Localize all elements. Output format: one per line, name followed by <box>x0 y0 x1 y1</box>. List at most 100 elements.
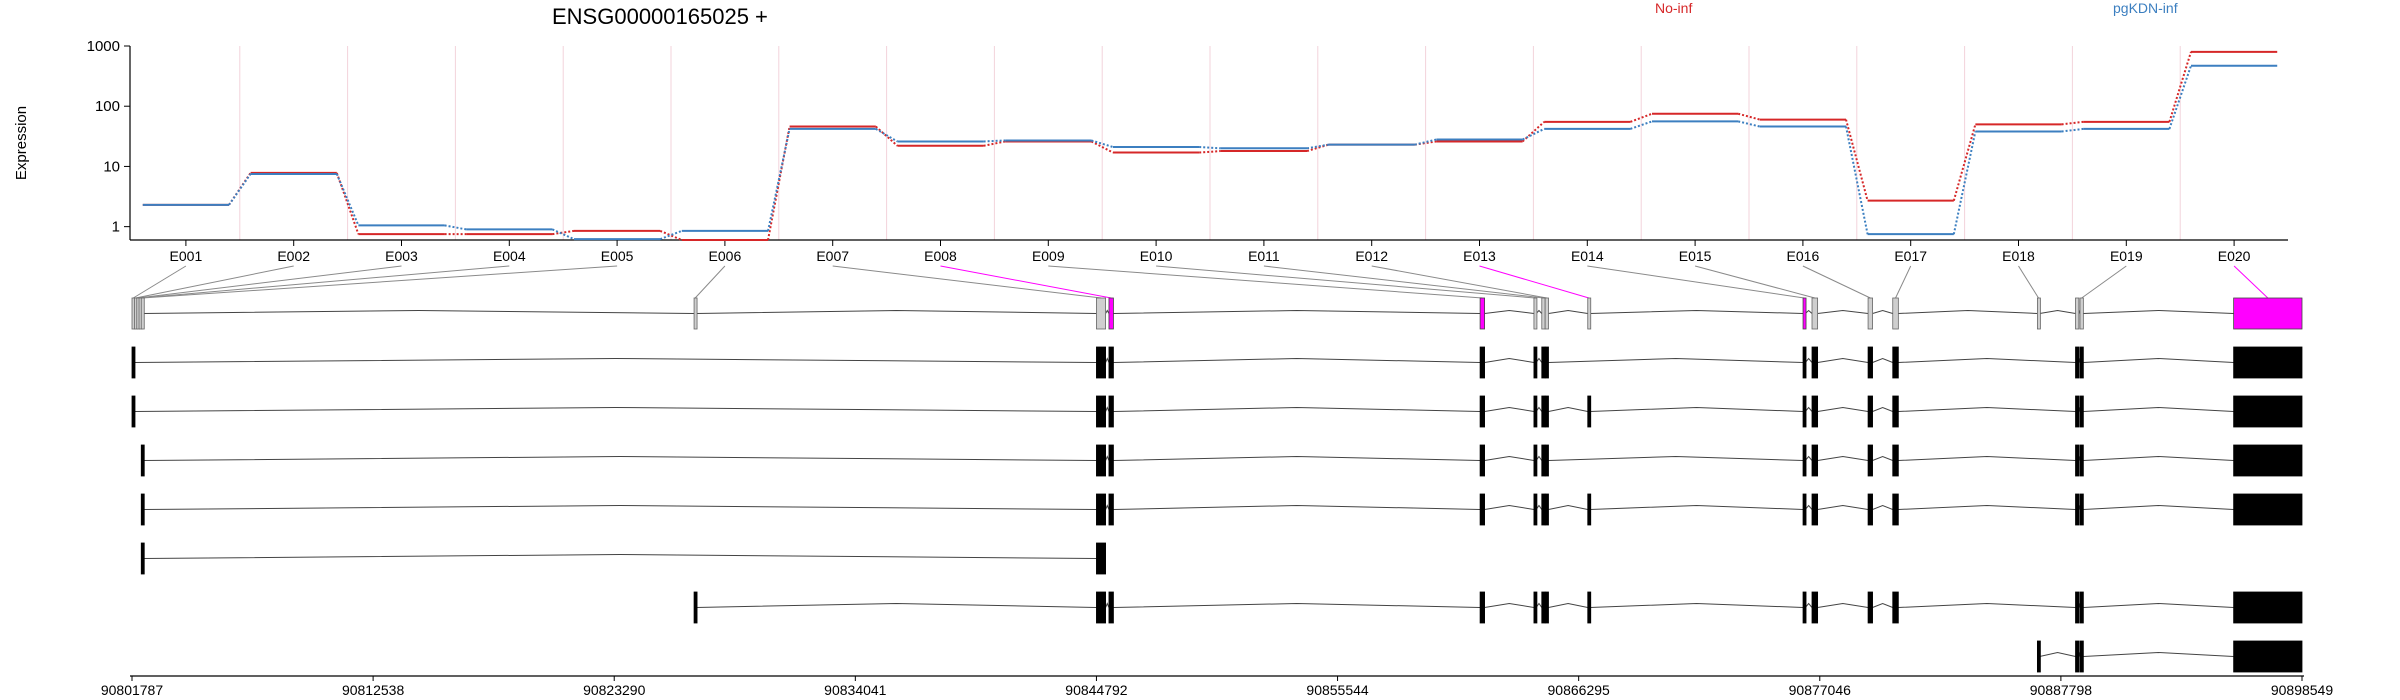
transcript-exon <box>2036 640 2041 673</box>
series-connector <box>1952 131 1977 235</box>
transcript-exon <box>1533 444 1538 477</box>
exon-connector-line <box>142 265 618 299</box>
intron-line <box>1548 455 1804 461</box>
intron-line <box>1898 455 2076 461</box>
transcript-exon <box>1479 346 1485 379</box>
y-tick-label: 1 <box>112 219 120 236</box>
x-tick-label: E013 <box>1463 248 1496 264</box>
chart-gridlines <box>239 46 2181 240</box>
intron-line <box>1589 406 1804 412</box>
intron-line <box>1872 455 1893 461</box>
exon-connector-line <box>2233 265 2269 299</box>
gene-model-exon <box>1811 297 1819 330</box>
series-connector <box>335 172 360 235</box>
gene-model-exon <box>1541 297 1546 330</box>
exon-connector-line <box>694 265 726 299</box>
exon-connector-line <box>1587 265 1805 299</box>
transcript-exon <box>1802 493 1807 526</box>
intron-line <box>1548 504 1588 510</box>
genomic-tick-label: 90866295 <box>1548 682 1611 698</box>
gene-model-exon <box>2075 297 2080 330</box>
transcript-exon <box>2079 395 2084 428</box>
transcript-exon <box>2079 493 2084 526</box>
transcript-exon <box>131 395 136 428</box>
transcript-exon <box>1811 493 1819 526</box>
series-connector <box>875 125 899 147</box>
x-tick-label: E009 <box>1032 248 1065 264</box>
series-connector <box>2168 51 2192 123</box>
intron-line <box>1872 406 1893 412</box>
transcript-exon <box>2075 591 2080 624</box>
transcript-exon <box>1096 493 1106 526</box>
transcript-exon <box>1541 444 1546 477</box>
transcript-exon <box>1544 591 1549 624</box>
transcript-exon <box>1802 346 1807 379</box>
x-tick-label: E003 <box>385 248 418 264</box>
transcript-exon <box>1096 542 1106 575</box>
intron-line <box>1548 406 1588 412</box>
transcript-exon <box>1541 395 1546 428</box>
intron-line <box>1113 357 1481 363</box>
series-connector <box>875 128 898 143</box>
intron-line <box>2039 651 2076 657</box>
exon-connector-line <box>1371 265 1547 299</box>
intron-line <box>1484 406 1535 412</box>
transcript-exon <box>140 542 145 575</box>
x-tick-label: E012 <box>1355 248 1388 264</box>
transcript-exon <box>1479 395 1485 428</box>
legend-no-inf: No-inf <box>1655 0 1692 16</box>
intron-line <box>143 553 1097 559</box>
intron-line <box>1105 357 1110 363</box>
intron-line <box>134 406 1097 412</box>
transcript-exon <box>131 346 136 379</box>
transcript-exon <box>2079 591 2084 624</box>
y-axis-label: Expression <box>13 106 30 180</box>
gene-model-exon <box>1587 297 1592 330</box>
genomic-tick-label: 90898549 <box>2271 682 2334 698</box>
genomic-tick-label: 90823290 <box>583 682 646 698</box>
intron-line <box>696 309 1097 314</box>
y-tick-label: 10 <box>103 158 120 175</box>
transcript-exon <box>1479 591 1485 624</box>
x-tick-label: E015 <box>1679 248 1712 264</box>
legend-pgkdn-inf: pgKDN-inf <box>2113 0 2178 16</box>
transcript-exon <box>1587 591 1592 624</box>
gene-model-exon <box>1533 297 1538 330</box>
transcript-exon <box>2233 493 2303 526</box>
gene-model-exon <box>2079 297 2084 330</box>
transcript-exon <box>2075 444 2080 477</box>
transcript-exon <box>1867 444 1873 477</box>
gene-model-exon <box>1096 297 1106 330</box>
transcript-exon <box>1108 493 1114 526</box>
transcript-exon <box>1892 493 1899 526</box>
intron-line <box>1589 309 1804 314</box>
exon-connector-line <box>1802 265 1871 299</box>
intron-line <box>1548 309 1588 314</box>
intron-line <box>1484 504 1535 510</box>
exon-connectors <box>133 265 2269 299</box>
exon-connector-line <box>135 265 294 299</box>
gene-model-exon <box>1544 297 1549 330</box>
gene-model-exon <box>2036 297 2041 330</box>
exon-connector-line <box>140 265 510 299</box>
exon-connector-line <box>133 265 187 299</box>
transcript-exon <box>140 493 145 526</box>
exon-connector-line <box>1694 265 1815 299</box>
transcript-exon <box>1096 395 1106 428</box>
exon-connector-line <box>832 265 1102 299</box>
genomic-tick-label: 90877046 <box>1789 682 1852 698</box>
series-connector <box>2168 65 2192 130</box>
genomic-tick-label: 90801787 <box>101 682 164 698</box>
intron-line <box>1817 309 1869 314</box>
transcript-exon <box>2075 395 2080 428</box>
intron-line <box>143 504 1097 510</box>
intron-line <box>1589 602 1804 608</box>
x-tick-label: E011 <box>1248 248 1280 264</box>
intron-line <box>1898 309 2038 314</box>
chart-title: ENSG00000165025 + <box>552 4 768 29</box>
intron-line <box>1817 602 1869 608</box>
intron-line <box>2083 651 2234 657</box>
chart-series <box>142 50 2278 241</box>
